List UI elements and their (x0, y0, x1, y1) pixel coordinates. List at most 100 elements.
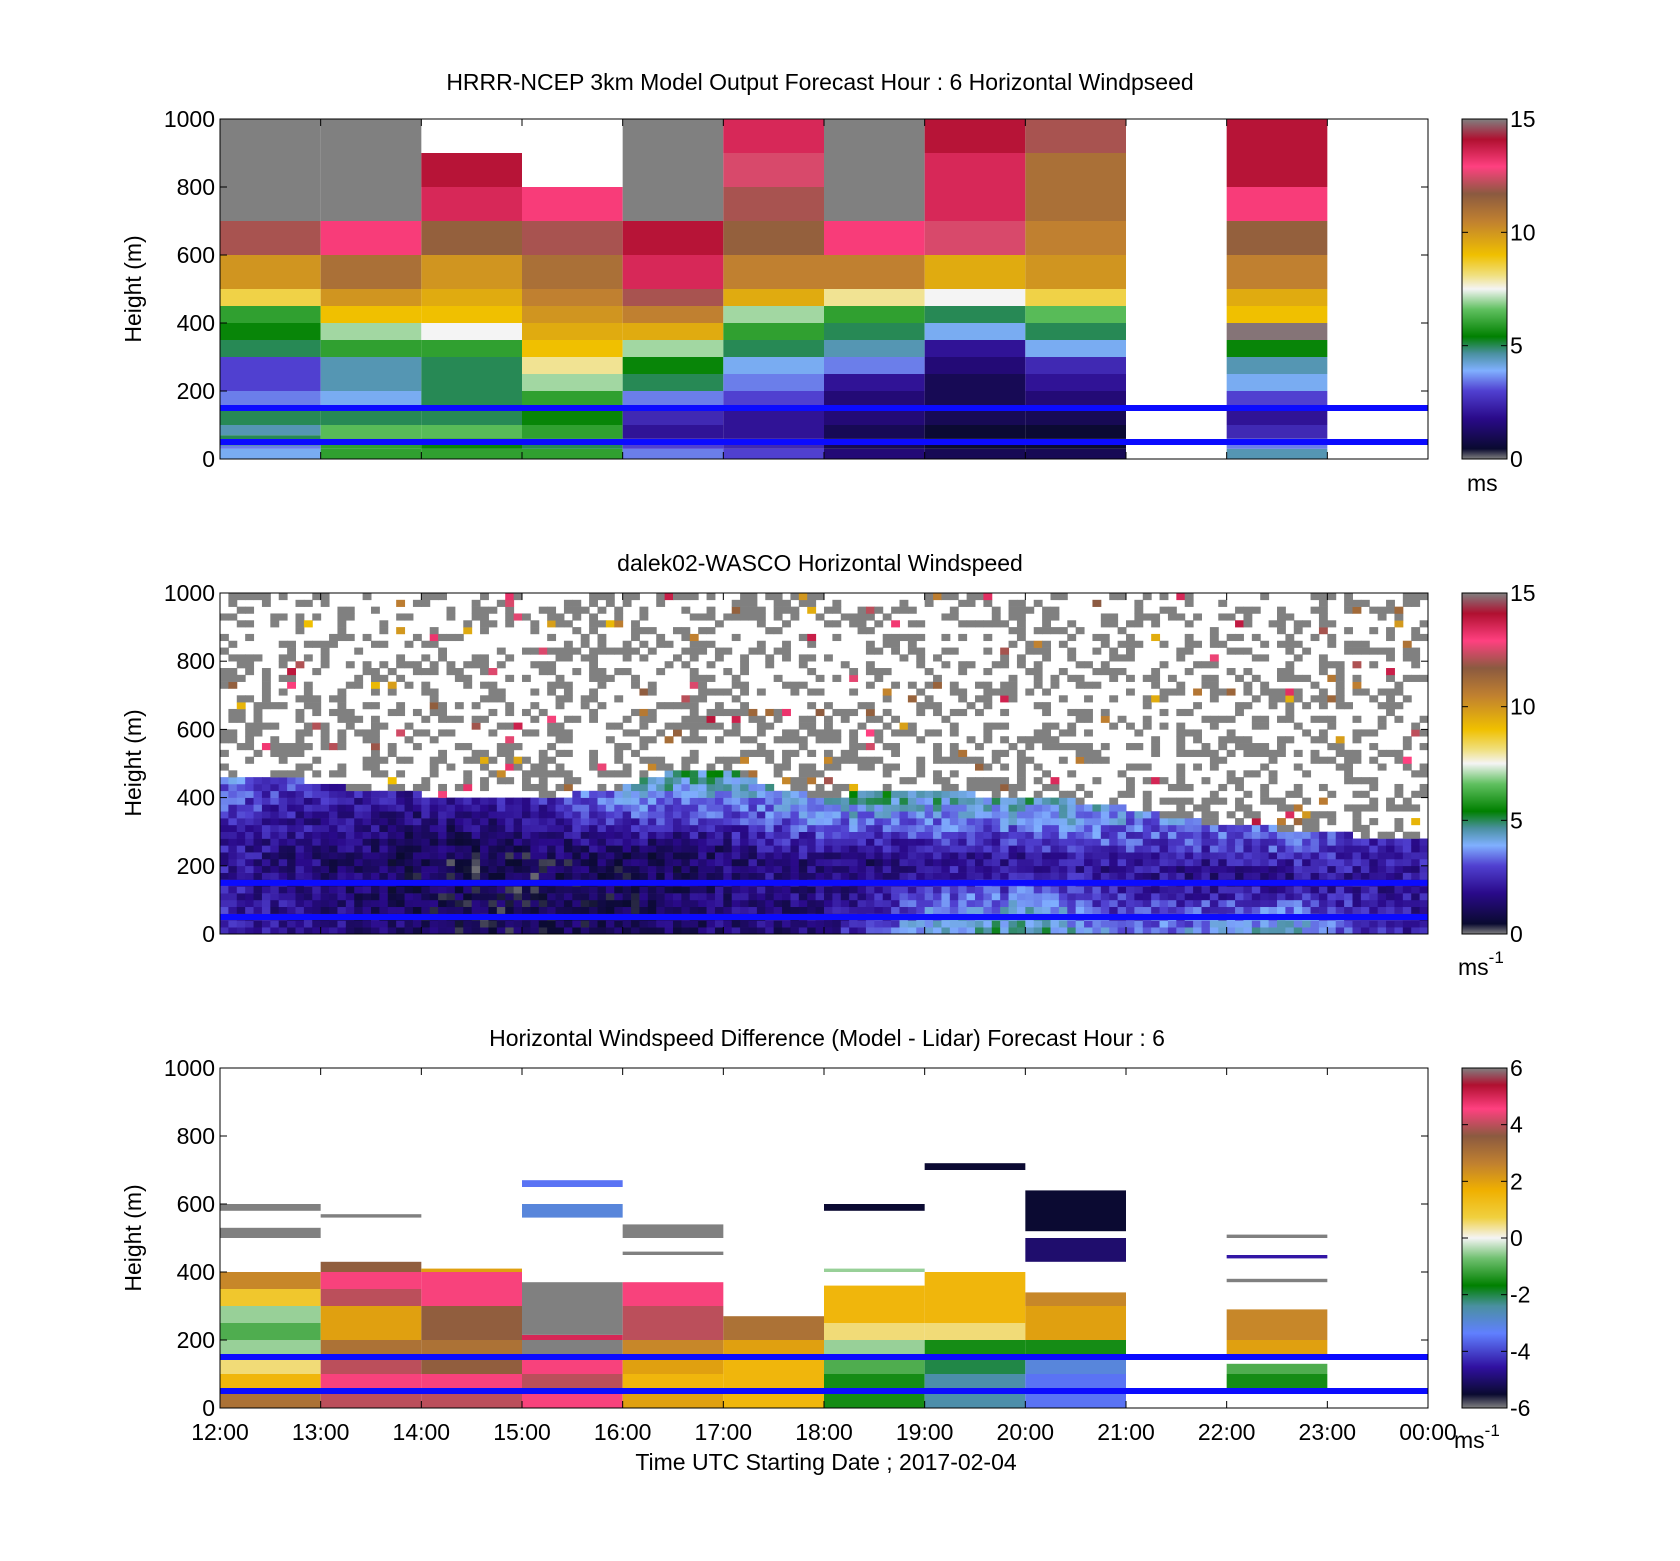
heatmap-cell-1463 (597, 674, 607, 682)
heatmap-cell-1595 (631, 627, 640, 635)
heatmap-cell-4297 (1360, 824, 1370, 832)
heatmap-cell-2859 (958, 858, 968, 867)
heatmap-cell-921 (454, 715, 464, 723)
heatmap-cell-5-15 (723, 119, 824, 153)
heatmap-cell-653 (379, 627, 389, 635)
heatmap-cell-1904 (706, 640, 716, 648)
heatmap-cell-0 (220, 927, 229, 935)
heatmap-cell-2640 (899, 865, 909, 873)
heatmap-cell-3796 (1218, 886, 1228, 894)
heatmap-cell-3387 (1100, 899, 1110, 908)
heatmap-cell-2300 (807, 770, 817, 778)
heatmap-cell-2206 (782, 654, 791, 662)
heatmap-cell-2224 (790, 845, 800, 853)
heatmap-cell-4369 (1386, 845, 1395, 853)
heatmap-cell-3873 (1235, 606, 1244, 614)
heatmap-cell-1460 (597, 763, 607, 771)
heatmap-cell-2588 (882, 770, 892, 778)
heatmap-cell-3504 (1134, 893, 1144, 901)
colorbar-tick-label: 10 (1510, 694, 1536, 720)
heatmap-cell-1261 (547, 722, 557, 730)
heatmap-cell-2072 (748, 749, 758, 757)
heatmap-cell-3762 (1209, 886, 1219, 894)
colorbar-tick-label: 0 (1510, 921, 1523, 947)
heatmap-cell-911 (454, 845, 464, 853)
heatmap-cell-8-3 (1025, 408, 1126, 425)
heatmap-cell-1785 (681, 736, 691, 744)
heatmap-cell-3309 (1075, 845, 1085, 853)
heatmap-cell-3410 (1100, 620, 1110, 628)
heatmap-cell-4254 (1352, 893, 1362, 901)
heatmap-cell-1791 (681, 647, 691, 655)
heatmap-cell-1930 (714, 783, 724, 792)
heatmap-cell-3613 (1167, 920, 1177, 928)
heatmap-cell-2857 (958, 872, 968, 880)
heatmap-cell-2585 (882, 797, 892, 805)
heatmap-cell-3601 (1159, 811, 1169, 819)
heatmap-cell-4184 (1327, 756, 1337, 764)
heatmap-cell-907 (454, 872, 464, 880)
heatmap-cell-142 (253, 906, 263, 914)
heatmap-cell-1355 (572, 845, 582, 853)
heatmap-cell-2767 (933, 818, 942, 826)
heatmap-cell-3-5 (522, 374, 623, 391)
heatmap-cell-2769 (933, 804, 942, 812)
heatmap-cell-3078 (1016, 893, 1026, 901)
heatmap-cell-3733 (1201, 899, 1211, 908)
heatmap-cell-567 (362, 865, 372, 873)
heatmap-cell-27 (220, 681, 229, 689)
heatmap-cell-2848 (949, 593, 959, 601)
heatmap-cell-547 (354, 818, 364, 826)
heatmap-cell-2333 (815, 804, 825, 812)
heatmap-cell-3597 (1159, 838, 1169, 846)
heatmap-cell-2446 (849, 865, 859, 873)
heatmap-cell-1572 (631, 886, 640, 894)
heatmap-cell-3508 (1134, 865, 1144, 873)
heatmap-cell-224 (270, 783, 280, 792)
heatmap-cell-2-5 (421, 357, 522, 391)
heatmap-cell-3064 (1008, 695, 1018, 703)
heatmap-cell-1858 (698, 790, 708, 798)
heatmap-cell-1088 (505, 886, 515, 894)
heatmap-cell-74 (236, 893, 246, 901)
heatmap-cell-3225 (1050, 797, 1060, 805)
heatmap-cell-1322 (563, 824, 573, 832)
heatmap-cell-3187 (1042, 811, 1051, 819)
heatmap-cell-1055 (496, 906, 506, 914)
heatmap-cell-974 (471, 804, 481, 812)
heatmap-cell-1509 (614, 865, 624, 873)
heatmap-cell-1233 (538, 661, 548, 669)
heatmap-cell-4032 (1285, 838, 1295, 846)
heatmap-cell-692 (396, 872, 406, 880)
heatmap-cell-3657 (1176, 777, 1186, 785)
heatmap-cell-5 (220, 893, 229, 901)
heatmap-cell-1525 (614, 743, 624, 751)
heatmap-cell-154 (253, 824, 263, 832)
heatmap-cell-2086 (756, 893, 766, 901)
heatmap-cell-2972 (983, 633, 993, 642)
heatmap-cell-441 (329, 893, 338, 901)
heatmap-cell-94 (236, 708, 246, 717)
heatmap-cell-3636 (1176, 927, 1186, 935)
heatmap-cell-1812 (689, 818, 699, 826)
heatmap-cell-1152 (522, 872, 531, 880)
heatmap-cell-1661 (647, 708, 657, 717)
heatmap-cell-3975 (1268, 838, 1278, 846)
heatmap-cell-4446 (1411, 906, 1421, 914)
heatmap-cell-4008 (1277, 736, 1286, 744)
heatmap-cell-4101 (1302, 702, 1312, 710)
heatmap-cell-3538 (1142, 838, 1152, 846)
heatmap-cell-2501 (865, 920, 875, 928)
y-tick-label: 0 (202, 1395, 215, 1421)
heatmap-cell-0-2 (220, 1357, 321, 1374)
heatmap-cell-1777 (681, 804, 691, 812)
heatmap-cell-1091 (505, 865, 515, 873)
heatmap-cell-3502 (1134, 906, 1144, 914)
heatmap-cell-1830 (689, 674, 699, 682)
heatmap-cell-41 (228, 872, 238, 880)
heatmap-cell-1653 (647, 797, 657, 805)
heatmap-cell-4236 (1344, 804, 1353, 812)
heatmap-cell-1340 (563, 620, 573, 628)
heatmap-cell-3996 (1277, 865, 1286, 873)
heatmap-cell-627 (379, 920, 389, 928)
